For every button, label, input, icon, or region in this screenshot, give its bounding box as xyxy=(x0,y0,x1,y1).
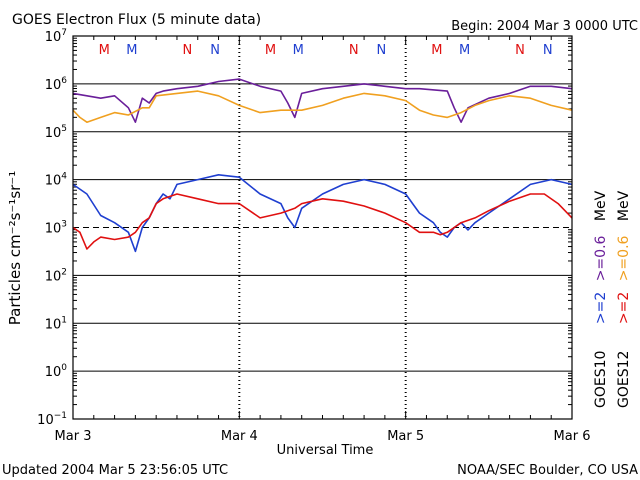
marker-m: M xyxy=(293,43,304,58)
x-tick-label: Mar 4 xyxy=(221,429,258,444)
marker-n: N xyxy=(349,43,359,58)
x-tick-label: Mar 5 xyxy=(387,429,424,444)
marker-n: N xyxy=(377,43,387,58)
begin-time: Begin: 2004 Mar 3 0000 UTC xyxy=(451,19,638,34)
y-tick-exponent: 7 xyxy=(61,28,67,38)
chart-title: GOES Electron Flux (5 minute data) xyxy=(12,12,261,28)
series-goes10-ge2 xyxy=(72,174,573,253)
legend-goes12-ge06: >=0.6 xyxy=(616,235,632,281)
marker-m: M xyxy=(126,43,137,58)
y-tick-label: 106 xyxy=(45,76,68,93)
y-tick-exponent: 0 xyxy=(61,363,67,373)
legend-goes12-unit: MeV xyxy=(616,190,632,221)
y-tick-label: 103 xyxy=(45,220,67,237)
y-tick-label: 10−1 xyxy=(37,411,67,428)
credit-text: NOAA/SEC Boulder, CO USA xyxy=(457,463,638,478)
marker-n: N xyxy=(515,43,525,58)
plot-frame xyxy=(72,35,573,420)
y-tick-exponent: 5 xyxy=(61,124,67,134)
series-goes10-ge06 xyxy=(72,78,573,123)
legend-goes10-sat: GOES10 xyxy=(593,351,609,408)
y-tick-exponent: −1 xyxy=(54,411,67,421)
x-axis-label: Universal Time xyxy=(277,443,374,458)
legend-goes12-sat: GOES12 xyxy=(616,351,632,408)
y-tick-exponent: 2 xyxy=(61,267,67,277)
legend-goes10-unit: MeV xyxy=(593,190,609,221)
legend-goes12: GOES12 >=2 >=0.6 MeV xyxy=(616,190,632,408)
y-tick-label: 100 xyxy=(45,363,68,380)
y-tick-exponent: 1 xyxy=(61,315,67,325)
y-tick-exponent: 3 xyxy=(61,220,67,230)
marker-n: N xyxy=(543,43,553,58)
series-goes12-ge06 xyxy=(72,90,573,123)
series-goes12-ge2 xyxy=(72,193,573,250)
y-tick-label: 102 xyxy=(45,267,67,284)
y-tick-label: 107 xyxy=(45,28,67,45)
y-tick-exponent: 4 xyxy=(61,172,67,182)
marker-m: M xyxy=(99,43,110,58)
y-tick-exponent: 6 xyxy=(61,76,67,86)
y-tick-label: 104 xyxy=(45,172,68,189)
flux-series xyxy=(72,78,573,253)
y-tick-label: 105 xyxy=(45,124,67,141)
marker-m: M xyxy=(459,43,470,58)
legend-goes12-ge2: >=2 xyxy=(616,292,632,324)
marker-m: M xyxy=(431,43,442,58)
x-tick-label: Mar 3 xyxy=(55,429,92,444)
plot-grid xyxy=(73,36,572,419)
legend-goes10-ge06: >=0.6 xyxy=(593,235,609,281)
legend-goes10-ge2: >=2 xyxy=(593,292,609,324)
marker-m: M xyxy=(265,43,276,58)
marker-n: N xyxy=(210,43,220,58)
updated-timestamp: Updated 2004 Mar 5 23:56:05 UTC xyxy=(2,463,228,478)
y-axis-label: Particles cm⁻²s⁻¹sr⁻¹ xyxy=(6,171,24,325)
legend-goes10: GOES10 >=2 >=0.6 MeV xyxy=(593,190,609,408)
marker-n: N xyxy=(182,43,192,58)
x-tick-label: Mar 6 xyxy=(554,429,591,444)
y-tick-label: 101 xyxy=(45,315,67,332)
x-axis-ticks: Mar 3 Mar 4 Mar 5 Mar 6 xyxy=(55,36,591,444)
